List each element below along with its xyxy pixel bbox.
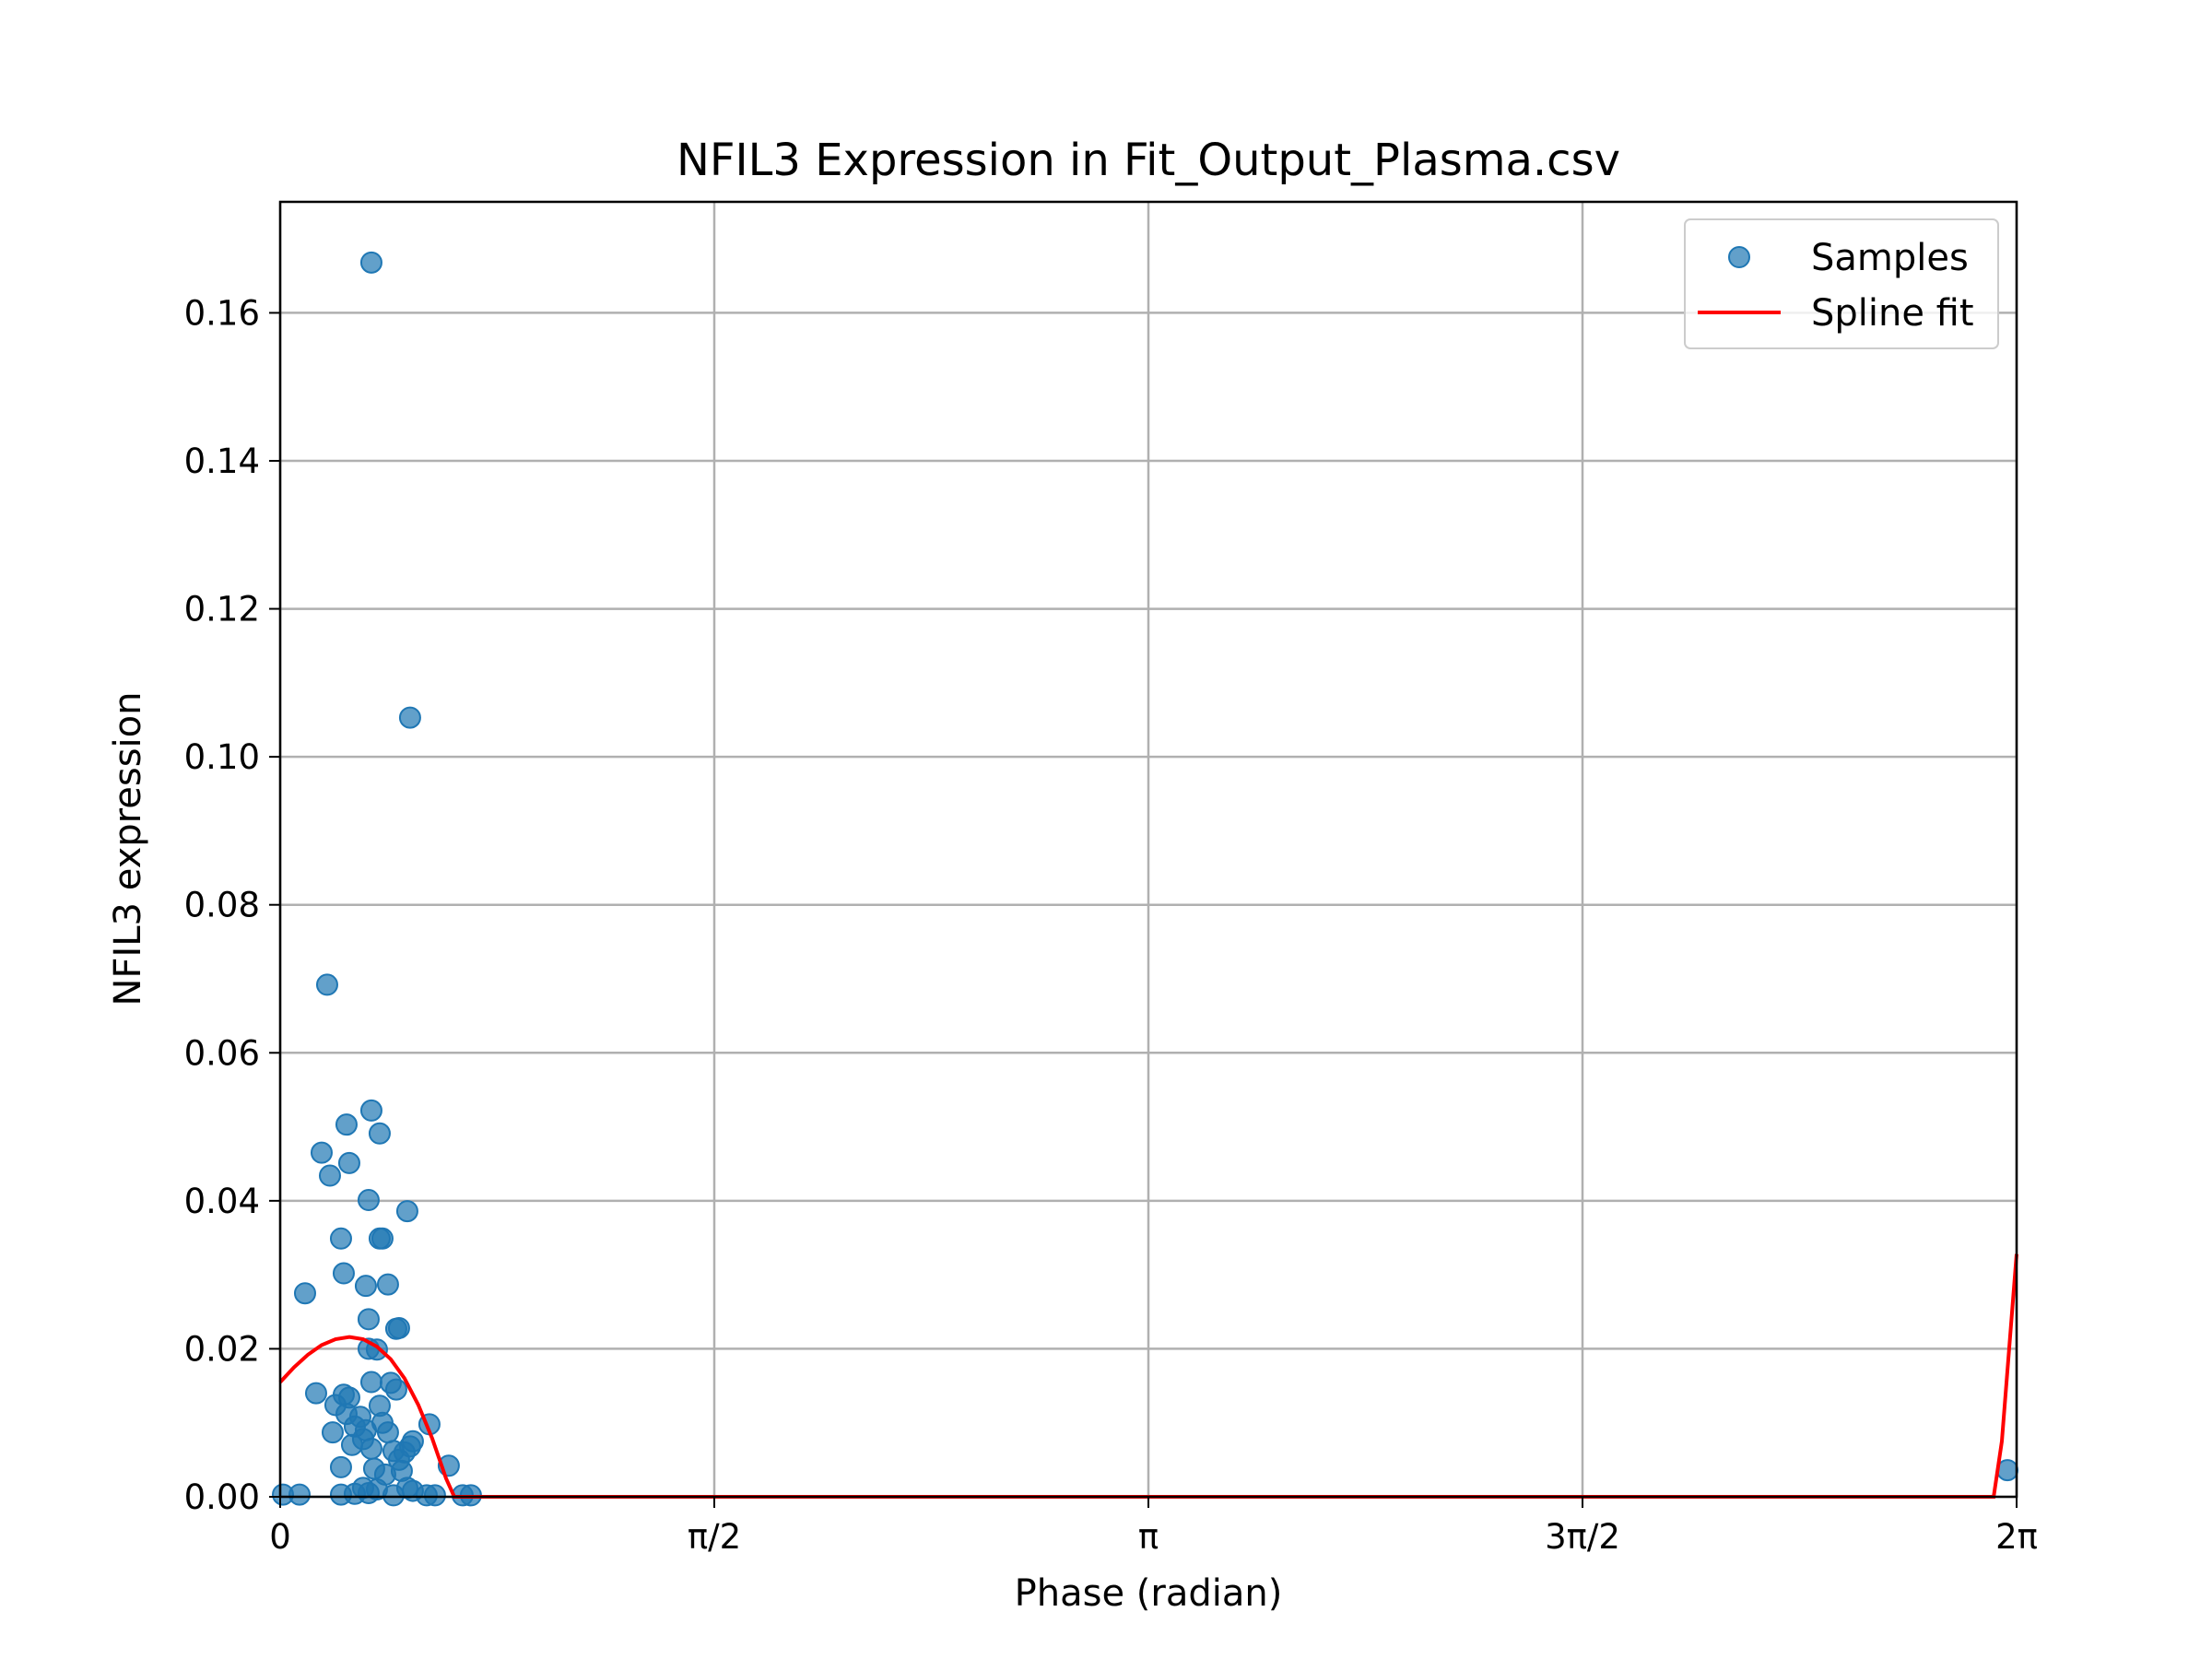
sample-point <box>315 973 338 996</box>
sample-point <box>387 1316 410 1339</box>
grid-lines <box>278 202 2018 1499</box>
y-tick-label: 0.12 <box>184 590 260 629</box>
y-tick-label: 0.16 <box>184 293 260 333</box>
sample-point <box>359 251 382 274</box>
legend-samples-label: Samples <box>1811 237 1969 279</box>
sample-point <box>329 1227 352 1250</box>
sample-point <box>329 1455 352 1478</box>
sample-point <box>318 1164 341 1187</box>
y-axis-label: NFIL3 expression <box>107 692 149 1006</box>
sample-point <box>371 1227 394 1250</box>
legend-box <box>1684 218 1999 349</box>
sample-point <box>384 1378 407 1401</box>
legend-samples-marker <box>1728 246 1750 268</box>
sample-point <box>321 1421 344 1444</box>
sample-point <box>337 1151 360 1174</box>
sample-point <box>368 1122 391 1145</box>
y-tick-label: 0.14 <box>184 441 260 481</box>
axis-ticks: 0 π/2 π 3π/2 2π 0.00 0.02 0.04 0.06 0.08 0.10 0.12 0… <box>184 293 2038 1557</box>
sample-point <box>376 1421 399 1444</box>
sample-point <box>395 1200 418 1223</box>
sample-point <box>357 1308 380 1331</box>
sample-point <box>288 1483 311 1506</box>
sample-point <box>376 1273 399 1296</box>
sample-point <box>354 1275 377 1298</box>
sample-point <box>340 1433 363 1456</box>
sample-point <box>359 1437 382 1460</box>
y-tick-label: 0.00 <box>184 1477 260 1517</box>
sample-point <box>329 1483 352 1506</box>
x-tick-label: 0 <box>269 1517 291 1557</box>
x-axis-label: Phase (radian) <box>1015 1572 1283 1615</box>
sample-point <box>382 1484 405 1507</box>
sample-point <box>357 1189 380 1212</box>
y-tick-label: 0.08 <box>184 886 260 925</box>
x-tick-label: π/2 <box>688 1517 741 1557</box>
x-tick-label: 3π/2 <box>1545 1517 1620 1557</box>
x-tick-label: 2π <box>1995 1517 2038 1557</box>
sample-point <box>293 1282 316 1305</box>
y-tick-label: 0.02 <box>184 1329 260 1369</box>
y-tick-label: 0.06 <box>184 1033 260 1073</box>
legend-spline-label: Spline fit <box>1811 292 1974 335</box>
y-tick-label: 0.10 <box>184 737 260 777</box>
chart-title: NFIL3 Expression in Fit_Output_Plasma.cs… <box>677 135 1620 186</box>
sample-point <box>423 1484 446 1507</box>
sample-point <box>332 1262 355 1285</box>
x-tick-label: π <box>1138 1517 1159 1557</box>
sample-point <box>304 1382 327 1405</box>
sample-point <box>398 706 421 729</box>
legend: Samples Spline fit <box>1684 218 1999 349</box>
series-layer <box>271 251 2019 1507</box>
sample-point <box>359 1099 382 1122</box>
sample-point <box>310 1141 333 1164</box>
sample-point <box>359 1371 382 1394</box>
sample-point <box>335 1113 358 1136</box>
y-tick-label: 0.04 <box>184 1182 260 1221</box>
